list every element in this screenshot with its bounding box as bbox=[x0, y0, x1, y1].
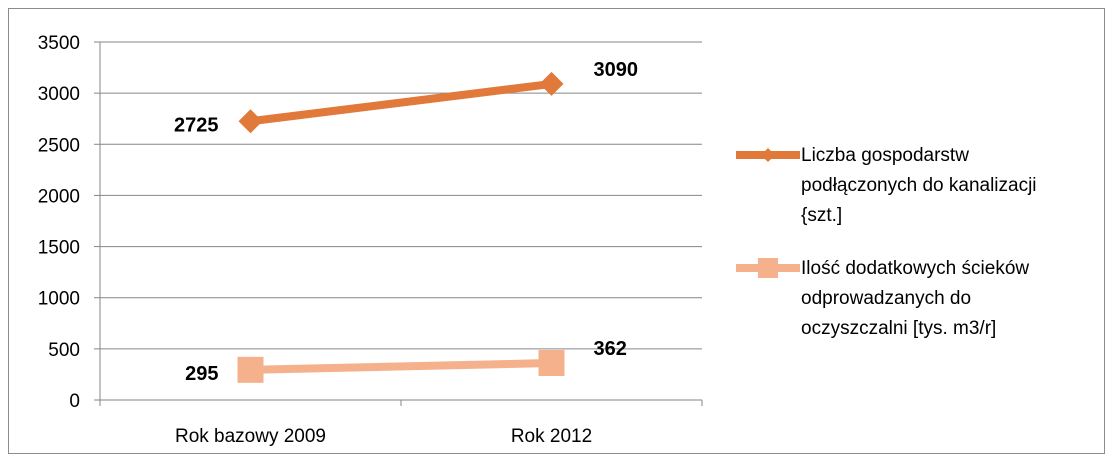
legend-label: podłączonych do kanalizacji bbox=[801, 175, 1037, 196]
series-1-point bbox=[539, 71, 564, 96]
legend-label: Liczba gospodarstw bbox=[801, 145, 969, 166]
y-tick-label: 1500 bbox=[38, 238, 80, 259]
y-tick-label: 2500 bbox=[38, 135, 80, 156]
series-line-1 bbox=[246, 79, 556, 126]
legend-label: odprowadzanych do bbox=[801, 288, 971, 309]
legend-label: Ilość dodatkowych ścieków bbox=[801, 258, 1029, 279]
legend-label: oczyszczalni [tys. m3/r] bbox=[801, 318, 996, 339]
series-line-2 bbox=[246, 358, 556, 374]
y-tick-label: 0 bbox=[69, 391, 80, 412]
series-1-point bbox=[238, 109, 263, 134]
y-tick-label: 3000 bbox=[38, 84, 80, 105]
y-tick-label: 2000 bbox=[38, 186, 80, 207]
legend-swatch-marker bbox=[758, 258, 778, 278]
legend-swatch-marker bbox=[761, 148, 775, 162]
x-tick-label: Rok bazowy 2009 bbox=[175, 426, 326, 447]
series-2-point bbox=[538, 349, 565, 376]
data-label: 3090 bbox=[594, 59, 639, 81]
series-2-point bbox=[237, 356, 264, 383]
y-tick-label: 1000 bbox=[38, 289, 80, 310]
data-label: 362 bbox=[594, 338, 627, 360]
x-tick-label: Rok 2012 bbox=[511, 426, 592, 447]
y-tick-label: 500 bbox=[48, 340, 80, 361]
data-label: 2725 bbox=[174, 114, 219, 136]
data-label: 295 bbox=[185, 363, 218, 385]
legend-label: {szt.] bbox=[801, 205, 842, 226]
y-tick-label: 3500 bbox=[38, 33, 80, 54]
